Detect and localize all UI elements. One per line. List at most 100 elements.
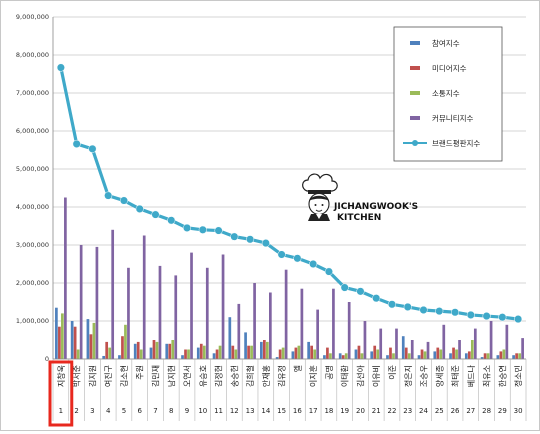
x-index-label: 30 (514, 407, 523, 415)
bar (452, 347, 455, 359)
x-tick-label: 이지훈 (308, 365, 318, 387)
x-index-label: 20 (356, 407, 365, 415)
x-index-label: 1 (59, 407, 63, 415)
bar (58, 326, 61, 359)
bar (149, 347, 153, 359)
bar (489, 321, 493, 359)
bar (136, 341, 140, 359)
legend-label: 커뮤니티지수 (432, 114, 473, 123)
bar (237, 303, 241, 359)
grid-lines (53, 16, 526, 360)
watermark-line1: JICHANGWOOK'S (333, 202, 418, 212)
x-index-label: 29 (498, 407, 507, 415)
legend-swatch (410, 91, 420, 95)
y-tick-label: 9,000,000 (16, 13, 49, 21)
bar (102, 355, 106, 359)
x-tick-label: 엘 (292, 365, 302, 372)
bar (86, 319, 90, 359)
bar (329, 353, 332, 359)
x-tick-label: 안재홍 (261, 365, 271, 387)
x-tick-label: 베드나 (467, 364, 476, 387)
x-tick-label: 김유정 (277, 365, 287, 387)
brand-index-point (466, 310, 475, 319)
x-index-label: 23 (403, 407, 412, 415)
x-tick-label: 오연서 (183, 365, 192, 387)
bar (275, 357, 279, 359)
bar (95, 246, 99, 359)
bar (423, 351, 427, 359)
bar (174, 275, 178, 359)
bar (505, 324, 509, 359)
bar (218, 345, 222, 359)
x-tick-label: 한승연 (498, 365, 507, 387)
bar (502, 349, 506, 359)
legend-swatch-marker (412, 140, 418, 146)
x-index-label: 14 (261, 407, 270, 415)
brand-index-point (277, 250, 286, 259)
bar (379, 328, 383, 359)
bar (373, 345, 377, 359)
brand-index-point (340, 283, 349, 292)
bar (496, 355, 500, 359)
bar (79, 245, 83, 359)
bar (297, 345, 301, 359)
brand-index-point (482, 312, 491, 321)
bar (61, 313, 64, 359)
bar (263, 340, 266, 359)
brand-index-point (403, 302, 412, 311)
bar (158, 265, 162, 359)
y-tick-label: 7,000,000 (16, 89, 49, 97)
bar (196, 347, 200, 359)
bar (512, 355, 515, 359)
brand-index-point (167, 216, 176, 225)
bar (199, 343, 203, 359)
legend-label: 미디어지수 (432, 63, 467, 73)
bar (121, 336, 124, 359)
legend-label: 소통지수 (432, 89, 460, 98)
legend-swatch (410, 41, 420, 45)
bar (234, 349, 238, 359)
bar (205, 267, 209, 359)
bar (338, 353, 342, 359)
x-tick-label: 주원 (136, 365, 145, 380)
x-tick-label: 송승헌 (230, 365, 239, 387)
bar (266, 341, 269, 359)
brand-index-point (435, 307, 444, 316)
bar (133, 343, 137, 359)
brand-index-point (419, 305, 428, 315)
bar (105, 341, 109, 359)
bar (300, 288, 304, 359)
brand-index-point (135, 204, 144, 213)
brand-index-point (182, 223, 192, 232)
brand-index-point (119, 196, 128, 205)
bar (155, 341, 159, 359)
x-index-label: 2 (74, 407, 78, 415)
bar (168, 343, 172, 359)
bar (250, 345, 253, 359)
brand-index-point (88, 144, 97, 153)
bar (395, 328, 398, 359)
y-tick-label: 4,000,000 (16, 203, 49, 211)
bar (470, 340, 474, 359)
bar (467, 351, 471, 359)
bar (127, 267, 130, 359)
bar (515, 353, 518, 359)
x-index-label: 10 (198, 407, 207, 415)
x-index-label: 4 (106, 407, 111, 415)
bar (341, 355, 345, 359)
bar (284, 269, 288, 359)
x-tick-label: 김선아 (355, 364, 365, 387)
y-tick-label: 3,000,000 (16, 241, 49, 249)
bar (464, 353, 468, 359)
y-tick-label: 0 (45, 355, 49, 363)
bar (449, 353, 452, 359)
bar (486, 353, 490, 359)
bar (231, 345, 235, 359)
bar (70, 321, 74, 359)
x-tick-label: 여진구 (103, 365, 113, 387)
bar (215, 349, 219, 359)
watermark-line2: KITCHEN (337, 213, 381, 223)
legend-label: 참여지수 (432, 38, 460, 48)
x-index-label: 9 (185, 407, 189, 415)
